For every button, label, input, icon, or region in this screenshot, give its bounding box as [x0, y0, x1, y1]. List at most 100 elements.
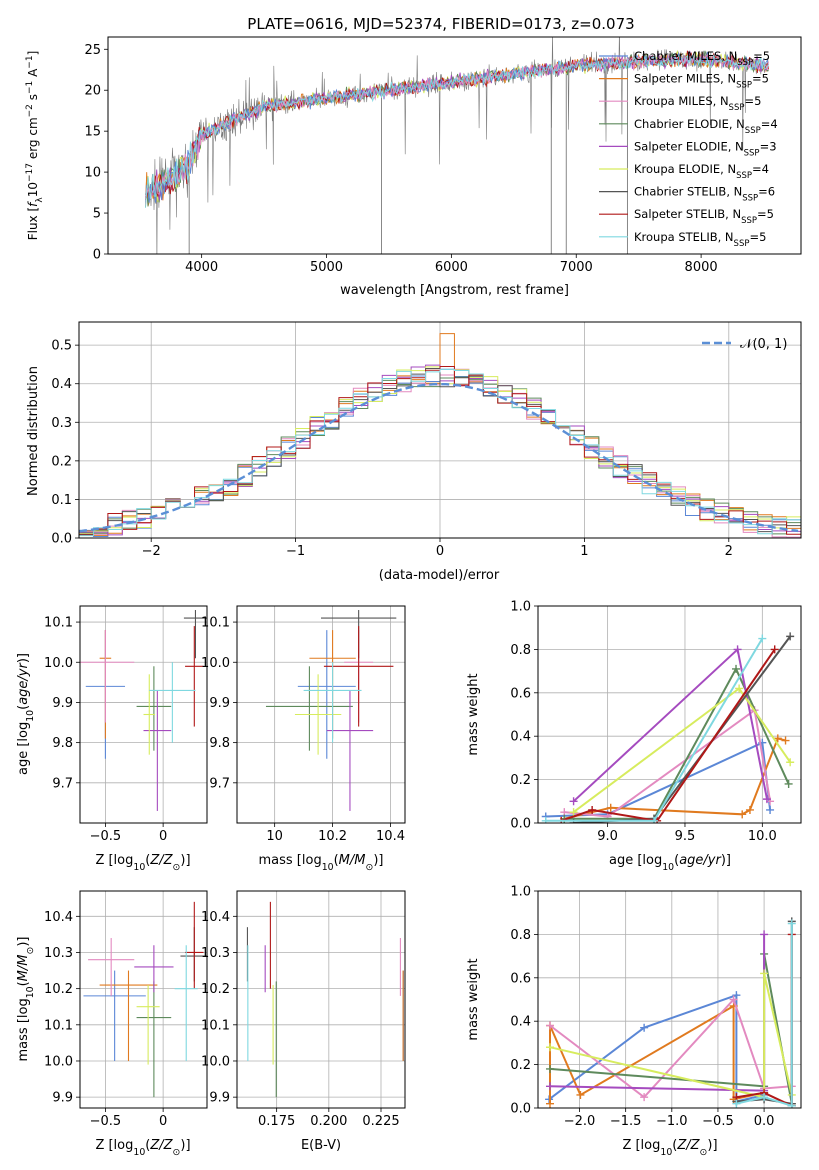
label-part: )]	[373, 853, 383, 868]
weight-marker	[569, 808, 578, 817]
label-part: ⊙	[25, 947, 36, 955]
errorbars	[80, 610, 207, 811]
y-tick-label: 1.0	[510, 600, 531, 615]
weight-marker	[781, 736, 790, 745]
x-tick-label: −2.0	[564, 1114, 596, 1129]
weight-line	[549, 1004, 765, 1104]
label-part: s	[26, 94, 40, 104]
x-tick-label: 0	[436, 544, 444, 559]
label-part: Z [log	[95, 1138, 133, 1153]
weight-lines	[545, 917, 796, 1108]
label-part: SSP	[729, 103, 745, 113]
label-part: Kroupa STELIB, N	[634, 230, 734, 244]
label-part: 10	[662, 862, 674, 873]
axes-frame	[79, 890, 208, 1109]
label-part: SSP	[744, 148, 760, 158]
model-spectrum	[145, 52, 769, 208]
y-tick-label: 1.0	[510, 885, 531, 900]
label-part: Salpeter STELIB, N	[634, 207, 741, 221]
label-part: =4	[752, 162, 769, 176]
label-part: −1	[25, 55, 35, 68]
label-part: A	[26, 68, 40, 81]
x-axis-label: age [log10(age/yr)]	[609, 853, 731, 873]
x-tick-label: 4000	[185, 260, 218, 275]
errorbars	[265, 610, 397, 811]
axes-frame	[107, 36, 802, 255]
legend-label: Chabrier STELIB, NSSP=6	[634, 185, 775, 204]
weight-marker	[545, 1099, 554, 1108]
legend-label: Kroupa ELODIE, NSSP=4	[634, 162, 769, 181]
label-part: −1	[25, 81, 35, 94]
label-part: M/M	[339, 853, 366, 868]
y-tick-label: 9.7	[209, 776, 230, 791]
x-tick-label: 7000	[560, 260, 593, 275]
weight-marker	[545, 1064, 554, 1073]
x-tick-label: 2	[725, 544, 733, 559]
y-tick-label: 0.2	[51, 454, 72, 469]
label-part: =5	[753, 49, 770, 63]
label-part: mass [log	[259, 853, 322, 868]
weight-marker	[545, 1043, 554, 1052]
label-part: =5	[744, 94, 761, 108]
weight-marker	[650, 816, 659, 823]
weight-marker	[758, 634, 767, 643]
label-part: =4	[761, 117, 778, 131]
y-tick-label: 0.1	[51, 493, 72, 508]
y-tick-label: 10.1	[201, 616, 230, 631]
weight-marker	[738, 810, 747, 819]
weight-marker	[640, 1023, 649, 1032]
y-tick-label: 10.0	[201, 656, 230, 671]
x-tick-label: 0.175	[258, 1114, 295, 1129]
label-part: age/yr	[679, 853, 722, 868]
y-tick-label: 10.0	[201, 1054, 230, 1069]
y-tick-label: 10.0	[44, 656, 73, 671]
label-part: 10	[322, 862, 334, 873]
label-part: Z/Z	[149, 853, 173, 868]
label-part: ⊙	[173, 1147, 181, 1158]
y-tick-label: 0	[93, 248, 101, 263]
label-part: Chabrier ELODIE, N	[634, 117, 745, 131]
y-tick-label: 9.9	[52, 696, 73, 711]
legend-label: Kroupa MILES, NSSP=5	[634, 94, 761, 113]
residual-histogram	[79, 368, 801, 538]
figure-title: PLATE=0616, MJD=52374, FIBERID=0173, z=0…	[247, 15, 634, 33]
x-tick-label: 0.225	[362, 1114, 399, 1129]
y-tick-label: 15	[84, 125, 101, 140]
axes-frame	[236, 605, 406, 824]
spectrum-curves	[145, 37, 769, 254]
label-part: SSP	[737, 58, 753, 68]
plot-area	[80, 891, 207, 1108]
label-part: )]	[16, 937, 31, 947]
y-tick-label: 9.9	[209, 696, 230, 711]
label-part: mass [log	[16, 998, 31, 1061]
weight-line	[564, 708, 772, 818]
weight-line	[736, 923, 793, 1108]
label-part: )]	[180, 853, 190, 868]
label-part: )]	[707, 1138, 717, 1153]
x-tick-label: 0	[159, 1114, 167, 1129]
label-part: M/M	[16, 955, 31, 982]
label-part: (	[16, 705, 31, 710]
label-part: Flux [	[26, 207, 40, 240]
x-axis-label: mass [log10(M/M⊙)]	[259, 853, 384, 873]
weight-marker	[545, 1082, 554, 1091]
label-part: ⊙	[700, 1147, 708, 1158]
label-part: (	[145, 1138, 150, 1153]
label-part: )]	[721, 853, 731, 868]
label-part: ⊙	[365, 862, 373, 873]
y-tick-label: 0.3	[51, 416, 72, 431]
weight-marker	[732, 991, 741, 1000]
weight-marker	[545, 1021, 554, 1030]
label-part: 10	[25, 710, 36, 722]
x-tick-label: 10.0	[748, 829, 777, 844]
x-tick-label: 10	[266, 829, 283, 844]
weight-marker	[745, 805, 754, 814]
label-part: SSP	[742, 194, 758, 204]
label-part: (	[145, 853, 150, 868]
label-part: f	[26, 201, 40, 207]
y-tick-label: 10.1	[201, 1018, 230, 1033]
legend-label: Chabrier ELODIE, NSSP=4	[634, 117, 778, 136]
y-tick-label: 20	[84, 84, 101, 99]
x-axis-label: Z [log10(Z/Z⊙)]	[95, 853, 190, 873]
